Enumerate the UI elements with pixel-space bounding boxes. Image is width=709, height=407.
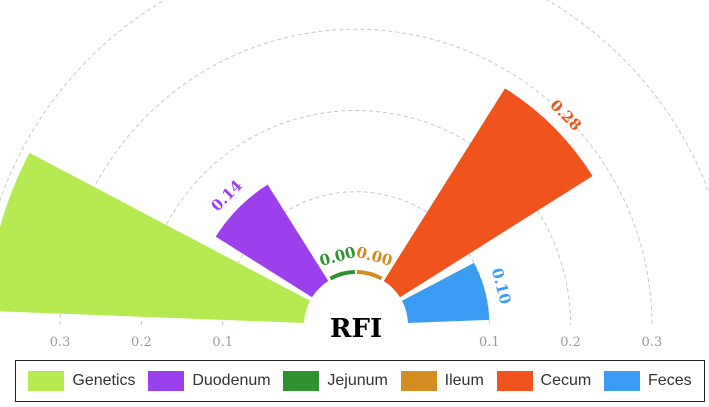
legend-item-ileum: Ileum [400, 371, 484, 391]
polar-bar-chart: 0.390.140.000.000.280.10 0.10.10.20.20.3… [0, 0, 709, 350]
value-label-feces: 0.10 [488, 266, 515, 306]
bar-jejunum [329, 270, 356, 281]
legend-item-jejunum: Jejunum [283, 371, 388, 391]
axis-tick-labels: 0.10.10.20.20.30.30.40.4 [50, 335, 663, 350]
legend-label-cecum: Cecum [540, 372, 592, 389]
bar-duodenum [215, 184, 329, 298]
grid-arc-3 [59, 28, 653, 326]
center-label: RFI [330, 314, 382, 344]
legend-item-cecum: Cecum [496, 371, 592, 391]
bar-genetics [0, 152, 311, 324]
value-label-jejunum: 0.00 [318, 243, 358, 270]
tick-label-right-1: 0.1 [479, 335, 500, 350]
grid-arc-4 [0, 0, 709, 202]
bar-ileum [356, 270, 383, 281]
tick-label-left-2: 0.2 [131, 335, 152, 350]
tick-label-left-3: 0.3 [50, 335, 71, 350]
bar-series [0, 88, 593, 324]
legend-label-feces: Feces [648, 372, 692, 389]
legend-item-genetics: Genetics [28, 371, 136, 391]
legend-label-duodenum: Duodenum [192, 372, 271, 389]
value-label-ileum: 0.00 [354, 243, 394, 270]
legend-label-ileum: Ileum [444, 372, 484, 389]
bar-cecum [383, 88, 593, 298]
tick-label-right-3: 0.3 [642, 335, 663, 350]
legend-swatch-cecum [496, 371, 533, 391]
legend-swatch-ileum [400, 371, 437, 391]
legend-item-feces: Feces [604, 371, 692, 391]
legend-label-genetics: Genetics [72, 372, 136, 389]
legend-swatch-genetics [28, 371, 65, 391]
legend-swatch-duodenum [148, 371, 185, 391]
tick-label-right-2: 0.2 [560, 335, 581, 350]
legend-item-duodenum: Duodenum [148, 371, 271, 391]
legend-label-jejunum: Jejunum [327, 372, 388, 389]
grid-arc-2 [140, 109, 572, 326]
legend-swatch-feces [604, 371, 641, 391]
tick-label-left-1: 0.1 [212, 335, 233, 350]
bar-feces [401, 262, 490, 324]
legend-swatch-jejunum [283, 371, 320, 391]
legend: Genetics Duodenum Jejunum Ileum Cecum Feces [15, 360, 705, 402]
